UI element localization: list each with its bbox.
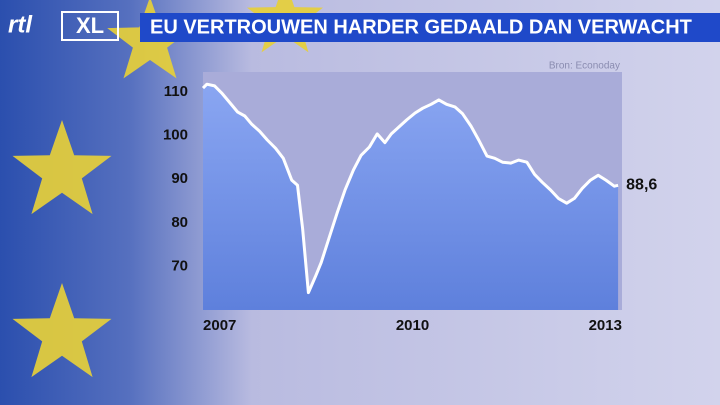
star [12,120,112,215]
chart-title: EU VERTROUWEN HARDER GEDAALD DAN VERWACH… [150,16,692,38]
y-tick-label: 90 [171,170,188,187]
logo-box [61,11,119,41]
x-tick-label: 2010 [396,317,429,334]
x-tick-label: 2013 [589,317,622,334]
source: Bron: Econoday [549,61,620,72]
y-tick-label: 70 [171,257,188,274]
star [12,283,112,378]
value-label: 88,6 [626,177,657,194]
y-tick-label: 80 [171,214,188,231]
y-tick-label: 100 [163,127,188,144]
area [203,84,619,310]
chart: 70 80 90 100 110 2007 2010 2013 88,6 [163,82,657,334]
logo-brand: rtl [8,11,33,38]
logo-suffix: XL [76,13,104,38]
y-tick-label: 110 [164,83,188,100]
title-bar [140,13,720,42]
line [201,82,619,295]
x-tick-label: 2007 [203,317,236,334]
